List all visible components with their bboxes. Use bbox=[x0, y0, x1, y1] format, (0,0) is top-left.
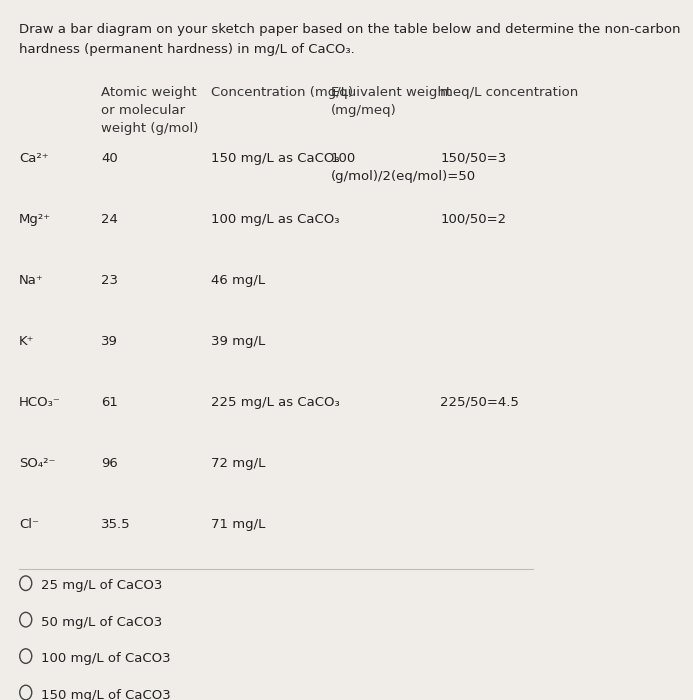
Text: 100 mg/L of CaCO3: 100 mg/L of CaCO3 bbox=[41, 652, 170, 665]
Text: 150 mg/L of CaCO3: 150 mg/L of CaCO3 bbox=[41, 689, 170, 700]
Text: 225/50=4.5: 225/50=4.5 bbox=[440, 395, 519, 409]
Text: 40: 40 bbox=[101, 152, 118, 165]
Text: Na⁺: Na⁺ bbox=[19, 274, 44, 287]
Text: 225 mg/L as CaCO₃: 225 mg/L as CaCO₃ bbox=[211, 395, 340, 409]
Text: 35.5: 35.5 bbox=[101, 517, 131, 531]
Text: 150/50=3: 150/50=3 bbox=[440, 152, 507, 165]
Text: Ca²⁺: Ca²⁺ bbox=[19, 152, 49, 165]
Text: Equivalent weight
(mg/meq): Equivalent weight (mg/meq) bbox=[331, 85, 451, 117]
Text: 96: 96 bbox=[101, 456, 118, 470]
Text: 39 mg/L: 39 mg/L bbox=[211, 335, 265, 348]
Text: HCO₃⁻: HCO₃⁻ bbox=[19, 395, 61, 409]
Text: meq/L concentration: meq/L concentration bbox=[440, 85, 579, 99]
Text: 72 mg/L: 72 mg/L bbox=[211, 456, 265, 470]
Text: 100
(g/mol)/2(eq/mol)=50: 100 (g/mol)/2(eq/mol)=50 bbox=[331, 152, 476, 183]
Text: 100 mg/L as CaCO₃: 100 mg/L as CaCO₃ bbox=[211, 213, 339, 226]
Text: Atomic weight
or molecular
weight (g/mol): Atomic weight or molecular weight (g/mol… bbox=[101, 85, 199, 134]
Text: 71 mg/L: 71 mg/L bbox=[211, 517, 265, 531]
Text: hardness (permanent hardness) in mg/L of CaCO₃.: hardness (permanent hardness) in mg/L of… bbox=[19, 43, 355, 55]
Text: Cl⁻: Cl⁻ bbox=[19, 517, 40, 531]
Text: 100/50=2: 100/50=2 bbox=[440, 213, 507, 226]
Text: 39: 39 bbox=[101, 335, 118, 348]
Text: Concentration (mg/L): Concentration (mg/L) bbox=[211, 85, 353, 99]
Text: SO₄²⁻: SO₄²⁻ bbox=[19, 456, 55, 470]
Text: 150 mg/L as CaCO₃: 150 mg/L as CaCO₃ bbox=[211, 152, 340, 165]
Text: 25 mg/L of CaCO3: 25 mg/L of CaCO3 bbox=[41, 579, 162, 592]
Text: 46 mg/L: 46 mg/L bbox=[211, 274, 265, 287]
Text: Draw a bar diagram on your sketch paper based on the table below and determine t: Draw a bar diagram on your sketch paper … bbox=[19, 22, 681, 36]
Text: 50 mg/L of CaCO3: 50 mg/L of CaCO3 bbox=[41, 616, 162, 629]
Text: Mg²⁺: Mg²⁺ bbox=[19, 213, 51, 226]
Text: 61: 61 bbox=[101, 395, 118, 409]
Text: 23: 23 bbox=[101, 274, 119, 287]
Text: K⁺: K⁺ bbox=[19, 335, 35, 348]
Text: 24: 24 bbox=[101, 213, 118, 226]
